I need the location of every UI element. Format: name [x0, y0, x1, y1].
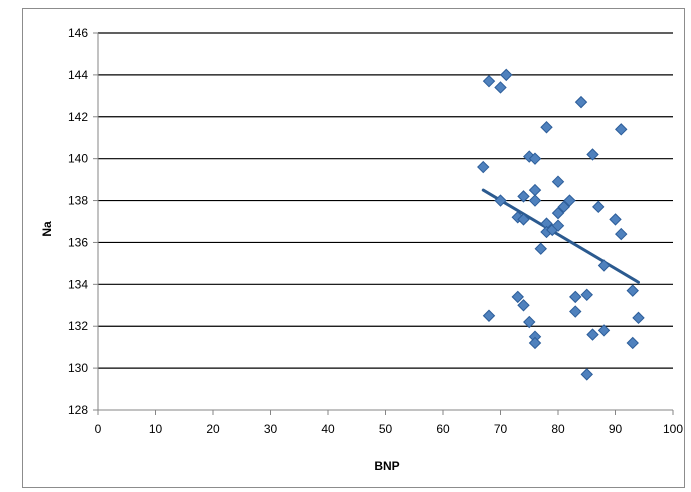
y-tick-label-146: 146 [68, 26, 88, 40]
y-axis-label: Na [40, 221, 54, 237]
data-points [477, 68, 645, 381]
x-tick-label-30: 30 [264, 422, 278, 436]
x-tick-label-40: 40 [321, 422, 335, 436]
data-point-9 [517, 213, 530, 226]
data-point-30 [574, 95, 588, 109]
data-point-33 [586, 148, 599, 161]
data-point-29 [569, 305, 582, 318]
data-point-26 [557, 200, 570, 214]
x-tick-label-50: 50 [379, 422, 393, 436]
data-point-7 [511, 290, 524, 304]
data-point-24 [551, 206, 565, 220]
data-point-34 [586, 328, 599, 341]
x-tick-label-60: 60 [436, 422, 450, 436]
data-point-1 [482, 74, 496, 88]
x-tick-label-100: 100 [663, 422, 683, 436]
data-point-5 [500, 68, 513, 82]
data-point-12 [523, 315, 536, 329]
data-point-28 [569, 290, 582, 304]
x-tick-label-10: 10 [149, 422, 163, 436]
data-point-36 [597, 259, 611, 272]
y-tick-label-140: 140 [68, 152, 88, 166]
x-tick-label-70: 70 [494, 422, 508, 436]
data-point-41 [626, 284, 639, 297]
data-point-4 [494, 194, 507, 207]
trendline [481, 188, 640, 284]
data-point-0 [477, 160, 490, 174]
data-point-2 [482, 309, 496, 322]
data-point-15 [528, 194, 542, 207]
data-point-31 [580, 288, 593, 302]
chart-frame [22, 8, 685, 488]
data-point-43 [632, 311, 645, 325]
trendline-layer [481, 188, 640, 284]
data-point-38 [609, 213, 622, 226]
y-tick-label-132: 132 [68, 319, 88, 333]
data-point-32 [580, 368, 593, 381]
data-point-3 [494, 81, 507, 94]
data-point-39 [615, 123, 628, 136]
data-point-25 [551, 219, 565, 232]
x-tick-label-80: 80 [551, 422, 565, 436]
data-point-14 [528, 183, 542, 197]
y-tick-label-136: 136 [68, 235, 88, 249]
data-point-17 [528, 336, 542, 350]
tick-labels: 128 130 132 134 136 138 140 142 144 146 0 10 20 30 40 5… [68, 26, 683, 436]
data-point-13 [528, 152, 542, 165]
y-tick-label-128: 128 [68, 403, 88, 417]
x-tick-label-0: 0 [95, 422, 102, 436]
gridlines [98, 32, 673, 369]
data-point-18 [534, 242, 547, 255]
data-point-42 [626, 336, 639, 350]
data-point-10 [517, 299, 530, 312]
y-tick-label-144: 144 [68, 68, 88, 82]
axes [93, 32, 674, 415]
y-tick-label-138: 138 [68, 194, 88, 208]
x-tick-label-90: 90 [609, 422, 623, 436]
data-point-35 [592, 200, 605, 214]
data-point-8 [517, 190, 530, 203]
data-point-40 [615, 227, 628, 241]
y-tick-label-130: 130 [68, 361, 88, 375]
data-point-19 [540, 121, 553, 134]
y-tick-label-142: 142 [68, 110, 88, 124]
data-point-37 [597, 324, 611, 337]
x-axis-label: BNP [374, 459, 399, 473]
y-tick-label-134: 134 [68, 277, 88, 291]
data-point-27 [563, 194, 576, 207]
data-point-23 [551, 175, 565, 188]
x-tick-label-20: 20 [206, 422, 220, 436]
